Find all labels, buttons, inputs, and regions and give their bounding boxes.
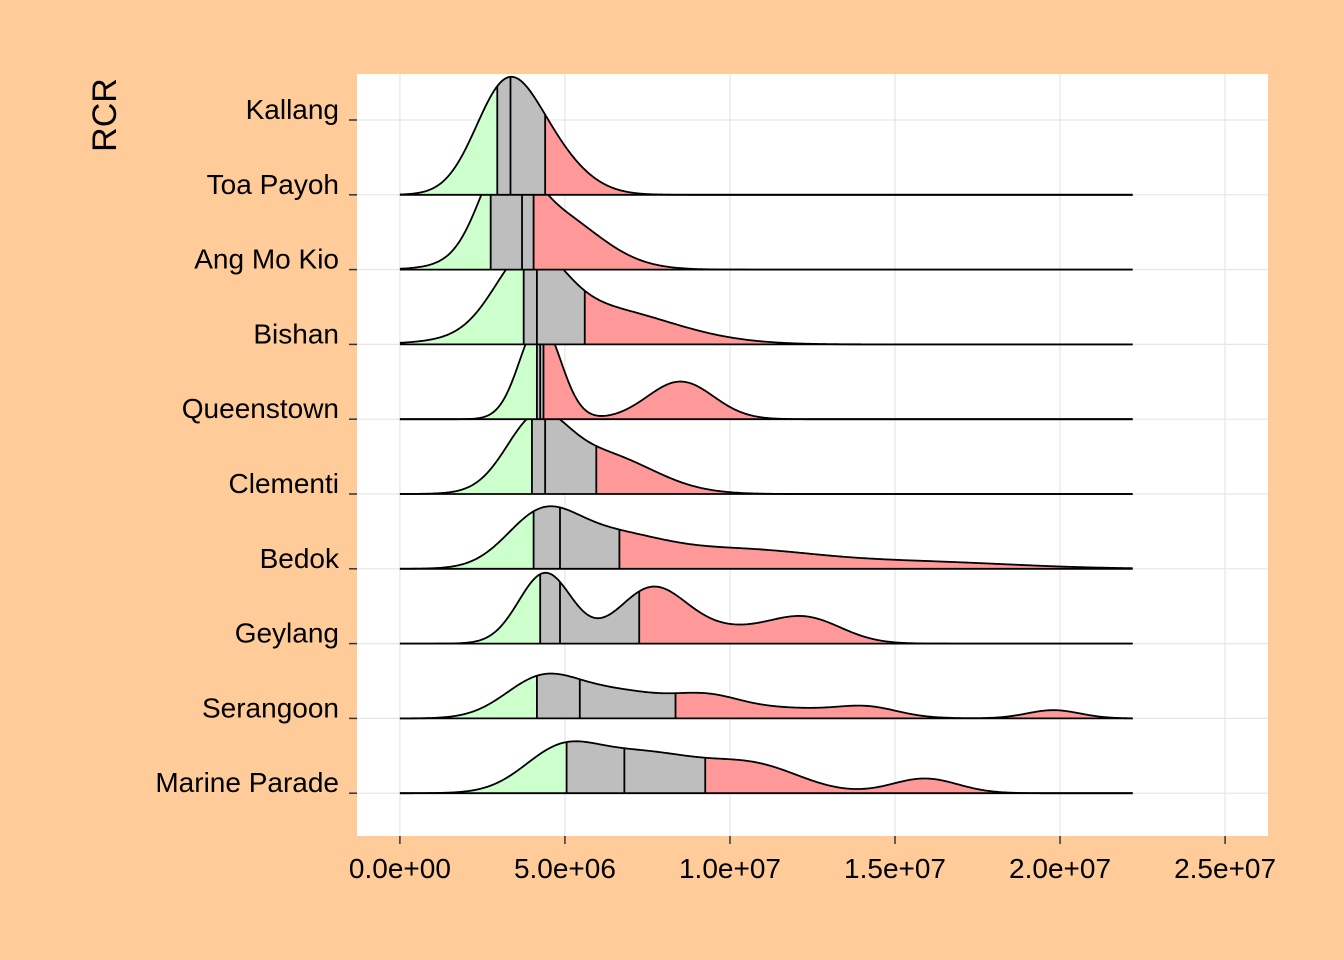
middle-quantile-area <box>531 411 597 494</box>
x-tick-label: 2.0e+07 <box>1009 853 1111 884</box>
ridge-geylang <box>399 672 1133 720</box>
middle-quantile-area <box>540 572 640 644</box>
lower-tail-area <box>399 250 524 345</box>
y-tick-label: Kallang <box>246 94 339 125</box>
middle-quantile-area <box>523 247 585 345</box>
upper-tail-area <box>619 529 1133 569</box>
lower-tail-area <box>399 414 532 494</box>
y-tick-label: Bedok <box>260 543 340 574</box>
upper-tail-area <box>639 586 1133 644</box>
y-tick-label: Bishan <box>253 318 339 349</box>
ridge-bedok <box>399 571 1133 645</box>
x-tick-label: 1.0e+07 <box>679 853 781 884</box>
density-outline <box>399 505 1133 570</box>
lower-tail-area <box>399 173 491 270</box>
y-tick-label: Queenstown <box>182 393 339 424</box>
upper-tail-area <box>596 445 1133 494</box>
y-tick-label: Ang Mo Kio <box>194 244 339 275</box>
lower-tail-area <box>399 742 567 794</box>
ridge-queenstown <box>399 410 1133 495</box>
x-tick-label: 1.5e+07 <box>844 853 946 884</box>
middle-quantile-area <box>497 76 546 195</box>
upper-tail-area <box>533 175 1133 270</box>
upper-tail-area <box>584 290 1133 345</box>
y-tick-label: Toa Payoh <box>207 169 339 200</box>
y-tick-label: Serangoon <box>202 692 339 723</box>
y-tick-label: Clementi <box>229 468 339 499</box>
y-axis-title: RCR <box>86 78 124 152</box>
y-tick-label: Marine Parade <box>155 767 339 798</box>
lower-tail-area <box>399 675 537 719</box>
lower-tail-area <box>399 323 537 420</box>
ridge-layer <box>399 75 1133 795</box>
x-tick-label: 5.0e+06 <box>514 853 616 884</box>
y-tick-layer: Kallang Toa Payoh Ang Mo Kio Bishan Queensto… <box>155 94 357 798</box>
y-tick-label: Geylang <box>235 618 339 649</box>
upper-tail-area <box>543 323 1133 420</box>
density-outline <box>399 672 1133 720</box>
upper-tail-area <box>545 114 1133 195</box>
middle-quantile-area <box>536 673 676 719</box>
ridge-serangoon <box>399 740 1133 795</box>
lower-tail-area <box>399 86 498 195</box>
lower-tail-area <box>399 511 534 569</box>
lower-tail-area <box>399 574 541 644</box>
x-tick-label: 2.5e+07 <box>1174 853 1276 884</box>
x-tick-label: 0.0e+00 <box>349 853 451 884</box>
ridge-clementi <box>399 505 1133 570</box>
ridge-bishan <box>399 321 1133 421</box>
ridge-kallang <box>399 75 1133 196</box>
upper-tail-area <box>705 757 1133 794</box>
upper-tail-area <box>675 692 1133 719</box>
x-tick-layer: 0.0e+00 5.0e+06 1.0e+07 1.5e+07 2.0e+07 2.5e+… <box>349 836 1276 884</box>
middle-quantile-area <box>533 506 620 569</box>
